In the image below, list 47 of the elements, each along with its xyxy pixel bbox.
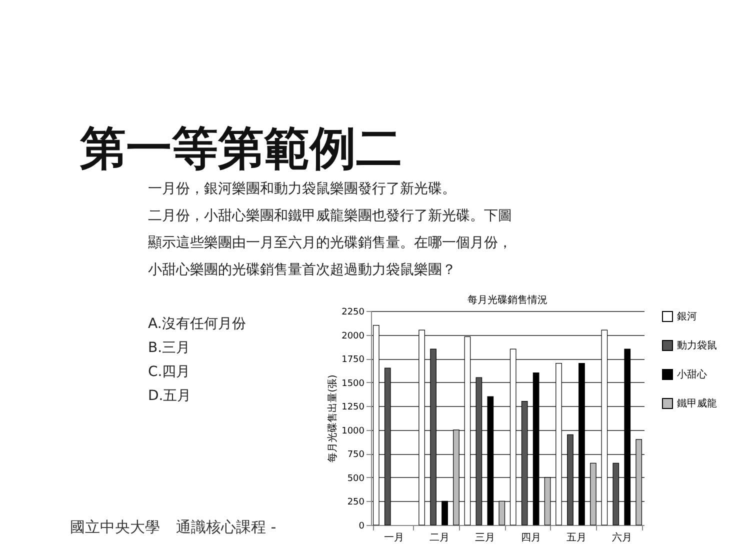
y-tick-label: 2250 [342,308,365,318]
bar [487,396,494,526]
text: 一月份，銀河樂團和動力袋鼠樂團發行了新光碟。 [148,180,457,199]
bar [601,330,608,526]
text: C.四月 [148,363,192,382]
x-tick-label: 六月 [612,532,632,544]
bar [418,330,425,526]
y-tick-label: 500 [347,474,365,484]
bar [556,363,562,526]
y-tick-label: 0 [358,522,365,532]
y-tick-label: 1000 [342,426,365,436]
bar [510,348,516,526]
x-tick-label: 三月 [475,532,496,544]
bar [532,372,540,526]
text: B.三月 [148,339,192,358]
x-tick-label: 二月 [430,532,450,544]
y-axis-title: 每月光碟售出量(張) [326,374,339,462]
y-tick-label: 2000 [342,331,365,342]
x-tick-label: 五月 [566,532,586,544]
bar [544,477,551,526]
y-tick-label: 750 [347,450,365,460]
y-tick-label: 250 [347,498,365,508]
legend-label: 銀河 [677,310,697,322]
y-tick-label: 1500 [342,378,365,389]
bar [464,336,471,526]
bar [498,500,506,526]
text: A.沒有任何月份 [148,315,246,334]
x-tick-label: 四月 [520,532,541,544]
legend-label: 動力袋鼠 [677,340,717,352]
legend-label: 鐵甲威龍 [677,398,717,410]
bar [590,462,596,526]
bar [624,348,631,526]
text: 二月份，小甜心樂團和鐵甲威龍樂團也發行了新光碟。下圖顯示這些樂團由一月至六月的光碟銷售量。在哪一個月份，小甜心樂團的光碟銷售量首次超過動力袋鼠樂團？ [148,207,513,280]
y-tick-label: 1750 [342,355,365,366]
bar [453,430,460,526]
bar [372,324,380,526]
bar [578,363,585,526]
text: D.五月 [148,387,192,406]
legend-label: 小甜心 [677,368,707,380]
text: 通識核心課程 - [176,518,276,536]
text: 國立中央大學 [70,518,160,536]
chart-title: 第一等第範例二 [80,120,402,177]
bar [636,439,642,526]
y-tick-label: 1250 [342,402,365,413]
chart-subtitle: 每月光碟銷售情況 [468,294,548,306]
bar [442,500,448,526]
x-tick-label: 一月 [384,532,404,544]
